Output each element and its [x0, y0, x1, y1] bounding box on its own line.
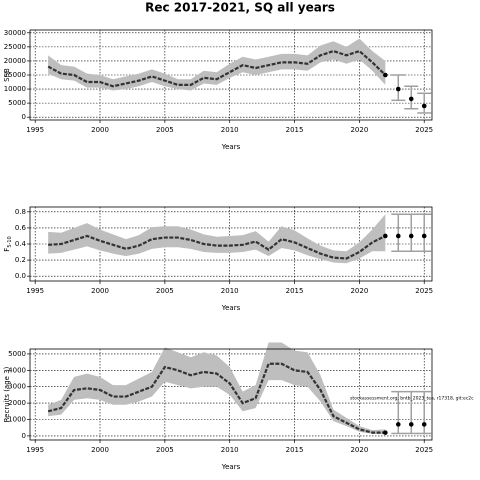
- y-tick-label: 0.6: [15, 224, 27, 232]
- x-tick-label: 2025: [415, 126, 433, 134]
- forecast-point: [421, 422, 427, 427]
- last-estimate-point: [383, 233, 388, 239]
- last-estimate-point: [383, 430, 388, 435]
- plot-frame: [29, 29, 433, 121]
- x-tick-label: 2025: [415, 446, 433, 454]
- x-tick-label: 2015: [286, 446, 304, 454]
- y-axis-label-main: SSB: [3, 68, 11, 82]
- forecast-point: [421, 103, 427, 109]
- x-tick-label: 2025: [415, 287, 433, 295]
- y-tick-label: 20000: [4, 57, 26, 65]
- y-tick-label: 0.2: [15, 256, 26, 264]
- estimate-line: [47, 362, 386, 434]
- y-tick-label: 2000: [8, 399, 26, 407]
- x-axis-label: Years: [221, 304, 241, 312]
- x-tick-label: 2020: [350, 126, 368, 134]
- y-tick-label: 0: [22, 432, 26, 440]
- x-axis-label: Years: [221, 463, 241, 471]
- y-axis-label-subscript: 5-10: [7, 236, 13, 247]
- x-tick-label: 1995: [26, 126, 44, 134]
- x-tick-label: 2000: [91, 126, 109, 134]
- x-tick-label: 2010: [221, 287, 239, 295]
- y-axis-label: F5-10: [3, 236, 13, 251]
- forecast-point: [408, 422, 414, 427]
- y-tick-label: 5000: [8, 350, 26, 358]
- plot-frame: [29, 348, 433, 441]
- confidence-band: [48, 38, 386, 91]
- forecast-point: [395, 86, 401, 92]
- x-tick-label: 2020: [350, 287, 368, 295]
- panel: 1995 2000 2005 2010 2015 2020 2025 0 5000 10000 15…: [3, 29, 433, 151]
- estimate-line: [47, 49, 387, 88]
- y-tick-label: 10000: [4, 85, 26, 93]
- y-axis-label: SSB: [3, 68, 11, 82]
- y-axis-label-main: Recruits (age 3): [3, 366, 11, 422]
- x-tick-label: 2010: [221, 126, 239, 134]
- x-tick-label: 2010: [221, 446, 239, 454]
- last-estimate-point: [383, 72, 388, 78]
- y-tick-label: 5000: [8, 99, 26, 107]
- y-tick-label: 0.8: [15, 208, 26, 216]
- y-tick-label: 4000: [8, 366, 26, 374]
- forecast-point: [421, 233, 427, 239]
- plot-frame: [29, 206, 433, 282]
- forecast-point: [395, 422, 401, 427]
- panel: 1995 2000 2005 2010 2015 2020 2025 0 1000 2000 300…: [3, 342, 474, 471]
- y-tick-label: 0.4: [15, 240, 27, 248]
- x-axis-label: Years: [221, 143, 241, 151]
- x-tick-label: 2015: [286, 126, 304, 134]
- y-tick-label: 3000: [8, 383, 26, 391]
- y-tick-label: 15000: [4, 71, 26, 79]
- chart-title: Rec 2017-2021, SQ all years: [145, 1, 335, 15]
- forecast-point: [395, 233, 401, 239]
- y-tick-label: 0: [22, 113, 26, 121]
- estimate-line: [48, 234, 386, 260]
- x-tick-label: 1995: [26, 287, 44, 295]
- forecast-point: [408, 233, 414, 239]
- x-tick-label: 1995: [26, 446, 44, 454]
- confidence-band: [48, 342, 386, 435]
- y-axis-label: Recruits (age 3): [3, 366, 11, 422]
- y-tick-label: 0.0: [15, 272, 26, 280]
- x-tick-label: 2020: [350, 446, 368, 454]
- x-tick-label: 2000: [91, 446, 109, 454]
- x-tick-label: 2005: [156, 446, 174, 454]
- y-axis-label-main: F: [3, 248, 11, 252]
- y-tick-label: 1000: [8, 416, 26, 424]
- x-tick-label: 2005: [156, 287, 174, 295]
- forecast-point: [408, 96, 414, 102]
- y-tick-label: 25000: [4, 43, 26, 51]
- x-tick-label: 2000: [91, 287, 109, 295]
- x-tick-label: 2015: [286, 287, 304, 295]
- annotation: stockassessment.org, bntb_2023_tea, r173…: [350, 396, 474, 402]
- confidence-band: [48, 214, 386, 264]
- panel: 1995 2000 2005 2010 2015 2020 2025 0.0 0.2 0.4 0.6…: [3, 206, 433, 312]
- y-tick-label: 30000: [4, 29, 26, 37]
- x-tick-label: 2005: [156, 126, 174, 134]
